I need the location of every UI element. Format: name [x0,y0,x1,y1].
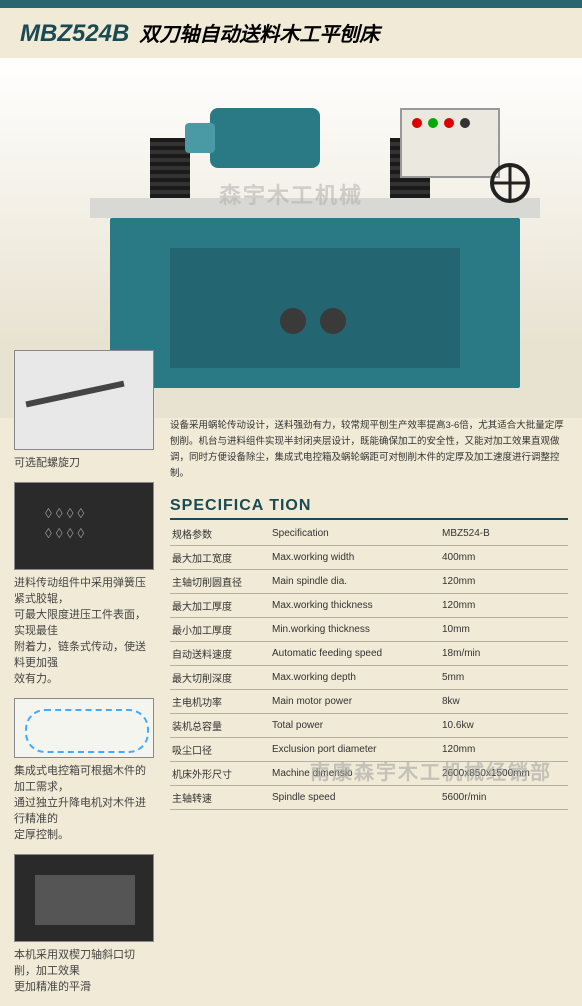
thumbnail-caption: 本机采用双楔刀轴斜口切削，加工效果 更加精准的平滑 [14,946,154,994]
spec-cell: 最大切削深度 [170,665,270,689]
control-button-icon [412,118,422,128]
model-number: MBZ524B [20,20,129,48]
handwheel-icon [490,163,530,203]
spec-cell: 机床外形尺寸 [170,761,270,785]
spec-row: 装机总容量Total power10.6kw [170,713,568,737]
dust-port-icon [320,308,346,334]
spec-cell: 8kw [440,689,568,713]
spec-cell: 5mm [440,665,568,689]
top-accent-bar [0,0,582,8]
spec-cell: 5600r/min [440,785,568,809]
control-button-icon [444,118,454,128]
base-panel [170,248,460,368]
spec-cell: 最大加工厚度 [170,593,270,617]
thumbnail-caption: 进料传动组件中采用弹簧压紧式胶辊， 可最大限度进压工件表面，实现最佳 附着力，链… [14,574,154,686]
spec-cell: 自动送料速度 [170,641,270,665]
spec-cell: 规格参数 [170,522,270,546]
machine-base [110,218,520,388]
thumbnail-cutter-angle [14,854,154,942]
spec-cell: 主电机功率 [170,689,270,713]
spec-row: 主轴转速Spindle speed5600r/min [170,785,568,809]
control-button-icon [428,118,438,128]
spec-row: 主轴切削圆直径Main spindle dia.120mm [170,569,568,593]
control-panel [400,108,500,178]
spec-cell: Automatic feeding speed [270,641,440,665]
bellows-left [150,138,190,198]
spec-row: 最大加工厚度Max.working thickness120mm [170,593,568,617]
spec-cell: Specification [270,522,440,546]
watermark-bottom: 南康森宇木工机械经销部 [310,756,552,785]
spec-cell: Spindle speed [270,785,440,809]
spec-row: 规格参数SpecificationMBZ524-B [170,522,568,546]
thumbnail-caption: 集成式电控箱可根据木件的加工需求， 通过独立升降电机对木件进行精准的 定厚控制。 [14,762,154,842]
spec-cell: Max.working depth [270,665,440,689]
spec-cell: 最小加工厚度 [170,617,270,641]
content-area: 设备采用蜗轮传动设计，送料强劲有力，较常规平刨生产效率提高3-6倍，尤其适合大批… [170,418,568,810]
spec-row: 自动送料速度Automatic feeding speed18m/min [170,641,568,665]
spec-row: 最大加工宽度Max.working width400mm [170,545,568,569]
spec-cell: 10mm [440,617,568,641]
dust-port-icon [280,308,306,334]
machine-illustration [90,78,540,388]
spec-heading: SPECIFICA TION [170,497,568,520]
spec-cell: 400mm [440,545,568,569]
thumbnail-caption: 可选配螺旋刀 [14,454,154,470]
product-title: 双刀轴自动送料木工平刨床 [139,18,379,47]
spec-cell: 10.6kw [440,713,568,737]
spec-row: 最小加工厚度Min.working thickness10mm [170,617,568,641]
sidebar-thumbnails: 可选配螺旋刀 进料传动组件中采用弹簧压紧式胶辊， 可最大限度进压工件表面，实现最… [14,350,154,1006]
spec-cell: Main spindle dia. [270,569,440,593]
spec-cell: 吸尘口径 [170,737,270,761]
spec-cell: 120mm [440,593,568,617]
watermark-top: 森宇木工机械 [219,178,363,210]
header: MBZ524B 双刀轴自动送料木工平刨床 [0,8,582,58]
spec-cell: Max.working width [270,545,440,569]
spec-cell: Max.working thickness [270,593,440,617]
control-button-icon [460,118,470,128]
spec-cell: 120mm [440,569,568,593]
spec-row: 主电机功率Main motor power8kw [170,689,568,713]
motor-housing [210,108,320,168]
spec-row: 最大切削深度Max.working depth5mm [170,665,568,689]
thumbnail-belt-diagram [14,698,154,758]
spec-cell: Total power [270,713,440,737]
thumbnail-feed-rollers [14,482,154,570]
spec-cell: 18m/min [440,641,568,665]
spec-cell: Min.working thickness [270,617,440,641]
spec-cell: 装机总容量 [170,713,270,737]
spec-cell: 主轴切削圆直径 [170,569,270,593]
thumbnail-spiral-cutter [14,350,154,450]
spec-cell: Main motor power [270,689,440,713]
spec-cell: 最大加工宽度 [170,545,270,569]
spec-cell: 主轴转速 [170,785,270,809]
spec-cell: MBZ524-B [440,522,568,546]
product-description: 设备采用蜗轮传动设计，送料强劲有力，较常规平刨生产效率提高3-6倍，尤其适合大批… [170,418,568,483]
